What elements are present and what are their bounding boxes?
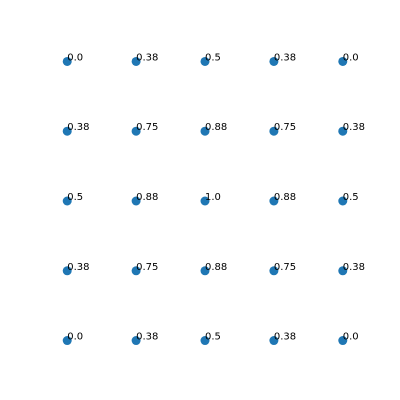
scatter-point-9 — [338, 126, 348, 136]
scatter-point-6 — [131, 126, 141, 136]
scatter-point-24 — [338, 336, 348, 346]
scatter-point-7 — [200, 126, 210, 136]
point-label-11: 0.88 — [136, 192, 158, 203]
point-label-7: 0.88 — [205, 122, 227, 133]
point-label-8: 0.75 — [274, 122, 296, 133]
scatter-point-22 — [200, 336, 210, 346]
point-label-13: 0.88 — [274, 192, 296, 203]
point-label-18: 0.75 — [274, 262, 296, 273]
point-label-1: 0.38 — [136, 52, 158, 63]
scatter-point-8 — [269, 126, 279, 136]
scatter-point-20 — [62, 336, 72, 346]
point-label-10: 0.5 — [67, 192, 83, 203]
scatter-point-0 — [62, 56, 72, 66]
scatter-point-13 — [269, 196, 279, 206]
point-label-21: 0.38 — [136, 332, 158, 343]
scatter-point-21 — [131, 336, 141, 346]
scatter-point-1 — [131, 56, 141, 66]
scatter-point-2 — [200, 56, 210, 66]
point-label-9: 0.38 — [343, 122, 365, 133]
scatter-point-14 — [338, 196, 348, 206]
scatter-point-3 — [269, 56, 279, 66]
point-label-4: 0.0 — [343, 52, 359, 63]
point-label-6: 0.75 — [136, 122, 158, 133]
plot-area: 0.0 0.38 0.5 0.38 0.0 0.38 0.75 0.88 0.75 0.38 0.5… — [62, 52, 365, 346]
scatter-point-11 — [131, 196, 141, 206]
point-label-5: 0.38 — [67, 122, 89, 133]
point-label-0: 0.0 — [67, 52, 83, 63]
scatter-point-23 — [269, 336, 279, 346]
point-label-2: 0.5 — [205, 52, 221, 63]
scatter-point-4 — [338, 56, 348, 66]
scatter-point-16 — [131, 266, 141, 276]
point-label-16: 0.75 — [136, 262, 158, 273]
point-label-12: 1.0 — [205, 192, 221, 203]
point-label-17: 0.88 — [205, 262, 227, 273]
point-label-19: 0.38 — [343, 262, 365, 273]
scatter-point-17 — [200, 266, 210, 276]
point-label-22: 0.5 — [205, 332, 221, 343]
point-label-14: 0.5 — [343, 192, 359, 203]
scatter-point-5 — [62, 126, 72, 136]
point-label-20: 0.0 — [67, 332, 83, 343]
point-label-23: 0.38 — [274, 332, 296, 343]
point-label-15: 0.38 — [67, 262, 89, 273]
scatter-point-18 — [269, 266, 279, 276]
scatter-point-12 — [200, 196, 210, 206]
scatter-point-15 — [62, 266, 72, 276]
point-label-3: 0.38 — [274, 52, 296, 63]
scatter-point-10 — [62, 196, 72, 206]
scatter-point-19 — [338, 266, 348, 276]
point-label-24: 0.0 — [343, 332, 359, 343]
